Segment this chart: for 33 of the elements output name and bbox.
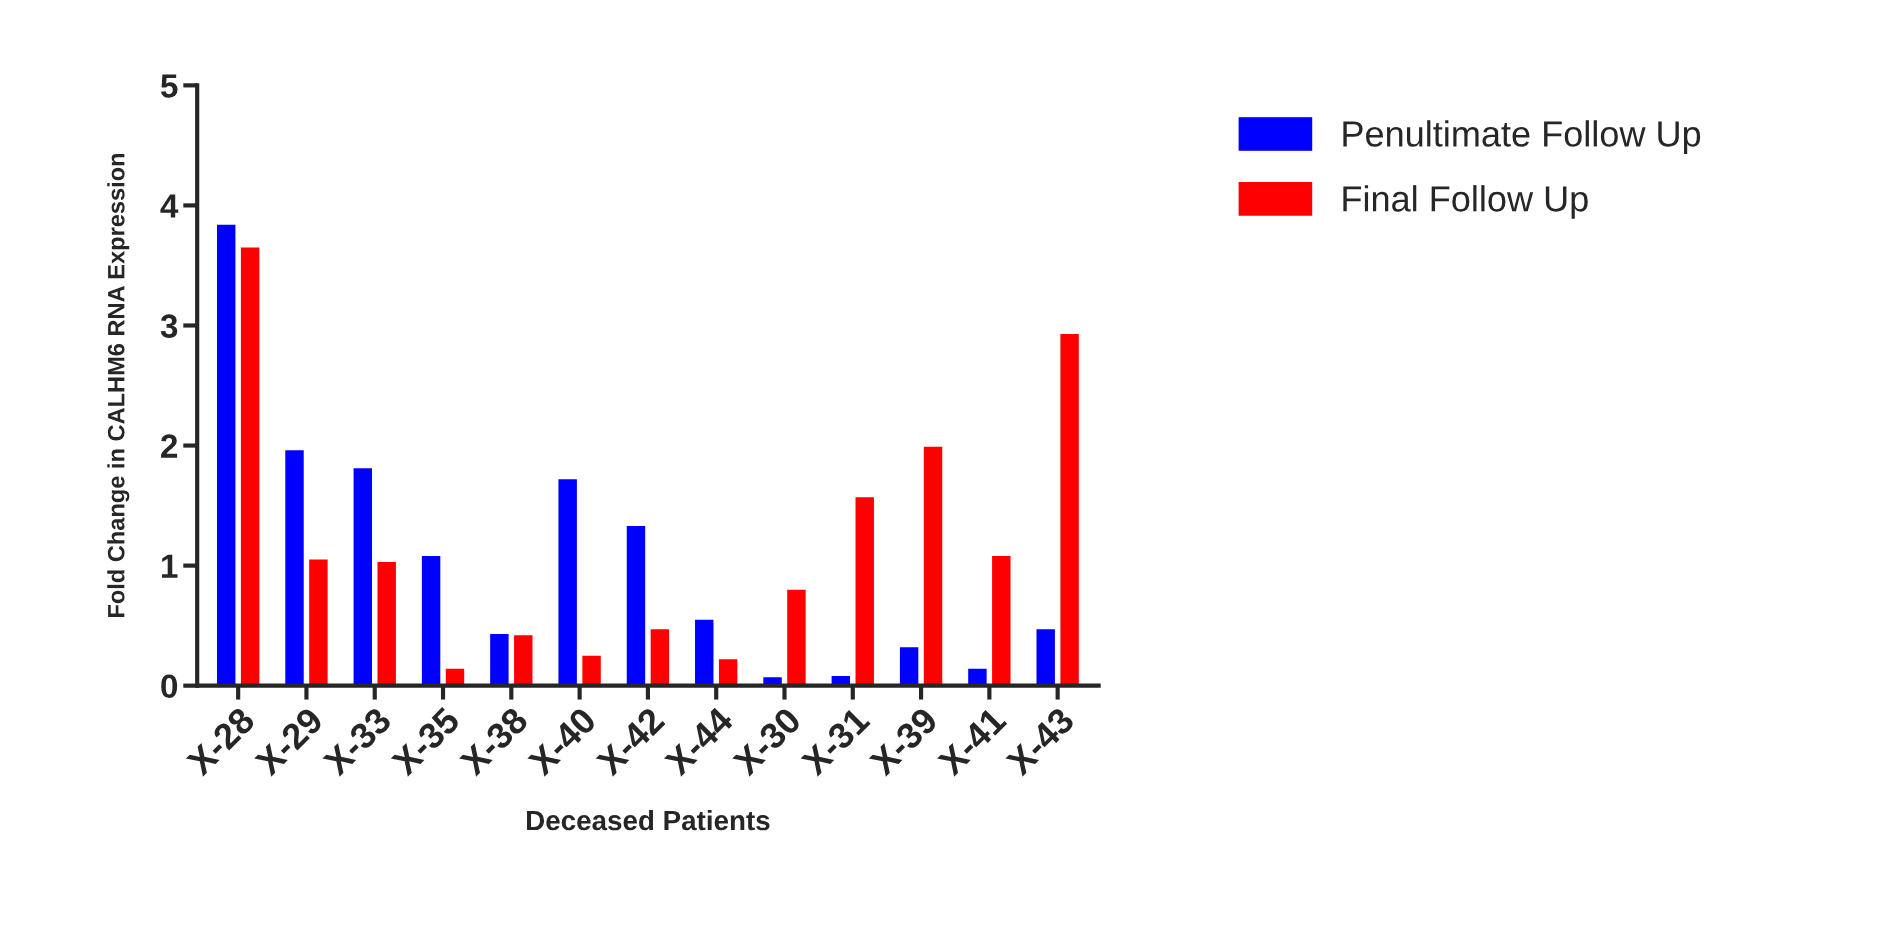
- bar: [558, 479, 577, 686]
- y-tick-label: 3: [160, 314, 178, 338]
- y-tick-label: 1: [162, 554, 178, 578]
- bar: [695, 619, 714, 686]
- bar: [968, 668, 987, 686]
- y-tick-label: 2: [161, 434, 178, 458]
- bar: [650, 629, 670, 686]
- bar: [216, 224, 236, 686]
- bar: [1036, 629, 1055, 686]
- bar: [923, 446, 943, 686]
- bar: [285, 450, 304, 686]
- y-tick-label: 5: [160, 74, 178, 98]
- x-axis-title: Deceased Patients: [527, 809, 770, 831]
- bar: [787, 589, 806, 686]
- legend-label: Final Follow Up: [1343, 185, 1588, 219]
- legend-label: Penultimate Follow Up: [1343, 120, 1701, 154]
- y-axis-title: Fold Change in CALHM6 RNA Expression: [107, 153, 130, 617]
- bar: [490, 634, 509, 686]
- bar: [626, 525, 646, 686]
- bar: [421, 556, 441, 686]
- bar: [1060, 333, 1079, 686]
- bar: [353, 468, 373, 686]
- bar: [309, 559, 328, 686]
- bar: [377, 562, 396, 686]
- y-tick-label: 0: [161, 674, 178, 699]
- bar: [718, 659, 738, 686]
- bar: [582, 655, 601, 686]
- bar: [992, 556, 1011, 686]
- bar: [514, 635, 533, 686]
- bar: [899, 647, 919, 686]
- y-tick-label: 4: [160, 194, 179, 218]
- bar: [240, 247, 260, 686]
- bar: [855, 497, 874, 686]
